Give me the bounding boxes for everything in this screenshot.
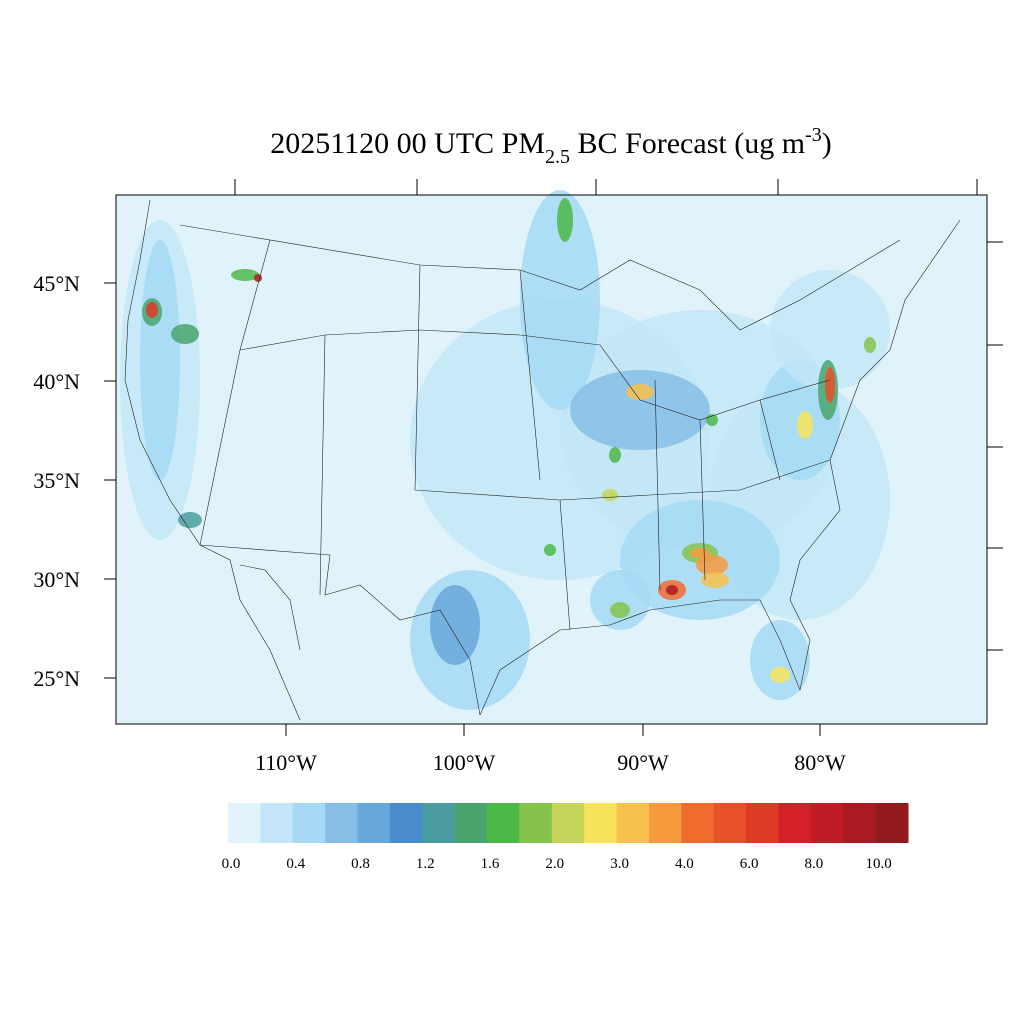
concentration-area (701, 572, 729, 588)
colorbar: 0.0 0.4 0.8 1.2 1.6 2.0 3.0 4.0 6.0 8.0 10.0 (222, 803, 909, 872)
colorbar-label: 6.0 (740, 856, 759, 872)
colorbar-label: 0.0 (222, 856, 241, 872)
concentration-area (178, 512, 202, 528)
colorbar-label: 3.0 (610, 856, 629, 872)
concentration-area (590, 570, 650, 630)
colorbar-swatch (487, 803, 520, 843)
colorbar-label: 1.2 (416, 856, 435, 872)
concentration-area (750, 620, 810, 700)
colorbar-swatch (681, 803, 715, 843)
concentration-area (770, 667, 790, 683)
concentration-area (666, 585, 678, 595)
concentration-area (602, 489, 618, 501)
colorbar-swatch (875, 803, 909, 843)
colorbar-swatch (843, 803, 877, 843)
concentration-area (696, 555, 728, 575)
concentration-area (557, 198, 573, 242)
colorbar-swatch (713, 803, 747, 843)
lat-label: 35°N (33, 468, 80, 493)
concentration-area (570, 370, 710, 450)
colorbar-swatch (551, 803, 585, 843)
colorbar-label: 4.0 (675, 856, 694, 872)
title-superscript: -3 (805, 124, 822, 146)
concentration-area (171, 324, 199, 344)
title-part: 20251120 00 UTC PM (270, 127, 545, 160)
concentration-area (140, 240, 180, 480)
colorbar-swatch (325, 803, 359, 843)
state-lines (199, 239, 831, 631)
axis-labels: 45°N 40°N 35°N 30°N 25°N 110°W 100°W 90°W 80°W (33, 271, 846, 775)
colorbar-swatch (616, 803, 650, 843)
concentration-area (544, 544, 556, 556)
lon-label: 90°W (617, 750, 669, 775)
colorbar-swatch (778, 803, 812, 843)
colorbar-label: 2.0 (545, 856, 564, 872)
colorbar-swatch (389, 803, 423, 843)
lat-label: 45°N (33, 271, 80, 296)
colorbar-swatch (454, 803, 488, 843)
border (179, 224, 901, 331)
map-frame (115, 194, 988, 725)
axis-ticks (104, 179, 1003, 736)
concentration-area (626, 384, 654, 400)
colorbar-swatch (648, 803, 682, 843)
colorbar-swatch (519, 803, 553, 843)
concentration-area (864, 337, 876, 353)
colorbar-swatch (810, 803, 844, 843)
concentration-area (797, 411, 813, 439)
concentration-area (231, 269, 259, 281)
boundaries (124, 199, 961, 721)
colorbar-swatch (746, 803, 779, 843)
colorbar-swatch (260, 803, 294, 843)
colorbar-swatch (357, 803, 391, 843)
colorbar-label: 8.0 (804, 856, 823, 872)
map-area (116, 190, 987, 724)
colorbar-label: 10.0 (865, 856, 891, 872)
lat-label: 25°N (33, 666, 80, 691)
concentration-area (430, 585, 480, 665)
lon-label: 100°W (433, 750, 496, 775)
lon-label: 110°W (255, 750, 317, 775)
colorbar-swatch (584, 803, 618, 843)
title-part: BC Forecast (ug m (570, 127, 805, 160)
concentration-area (825, 367, 835, 403)
colorbar-label: 0.4 (286, 856, 305, 872)
concentration-area (520, 190, 600, 410)
concentration-area (610, 602, 630, 618)
concentration-area (254, 274, 262, 282)
concentration-area (690, 548, 710, 558)
map-title: 20251120 00 UTC PM2.5 BC Forecast (ug m-… (270, 124, 831, 168)
title-subscript: 2.5 (545, 146, 570, 168)
lat-label: 30°N (33, 567, 80, 592)
lat-label: 40°N (33, 369, 80, 394)
lon-label: 80°W (794, 750, 846, 775)
colorbar-swatch (292, 803, 326, 843)
coastline (124, 199, 961, 721)
concentration-area (609, 447, 621, 463)
colorbar-swatch (228, 803, 261, 843)
colorbar-label: 1.6 (481, 856, 500, 872)
concentration-area (146, 302, 158, 318)
colorbar-swatch (422, 803, 456, 843)
colorbar-label: 0.8 (351, 856, 370, 872)
title-part: ) (822, 127, 832, 160)
